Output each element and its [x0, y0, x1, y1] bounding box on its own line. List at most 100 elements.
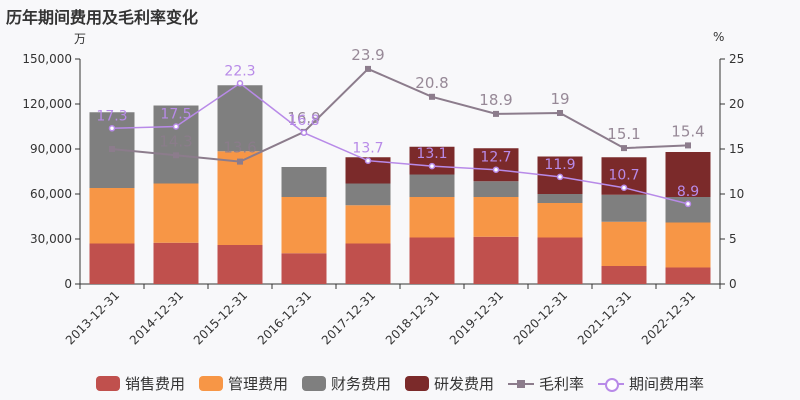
bar-3 — [601, 194, 647, 222]
left-axis-tick-label: 30,000 — [30, 232, 72, 246]
gross-margin-line — [111, 67, 689, 163]
expense-rate-point — [172, 123, 180, 130]
bar-1 — [89, 243, 135, 284]
right-axis-tick-label: 10 — [729, 187, 744, 201]
bar-2 — [537, 203, 583, 238]
expense-rate-point — [492, 166, 500, 173]
bar-1 — [345, 243, 391, 284]
x-axis-tick-label: 2016-12-31 — [255, 288, 314, 347]
expense-rate-data-label: 22.3 — [224, 63, 255, 79]
legend-marker — [405, 376, 429, 391]
right-axis-tick-label: 0 — [729, 277, 737, 291]
gross-margin-data-label: 14.3 — [159, 132, 192, 150]
bar-3 — [537, 194, 583, 203]
expense-rate-point — [300, 129, 308, 137]
left-axis-tick-label: 150,000 — [22, 52, 72, 66]
legend-label: 研发费用 — [434, 375, 495, 393]
legend-item[interactable]: 管理费用 — [198, 373, 288, 394]
gross-margin-data-label: 13.6 — [223, 139, 256, 157]
bar-1 — [537, 237, 583, 284]
legend-item[interactable]: 销售费用 — [95, 373, 185, 394]
x-axis-tick-label: 2018-12-31 — [383, 288, 442, 347]
left-axis-tick-label: 60,000 — [30, 187, 72, 201]
left-axis-tick-label: 90,000 — [30, 142, 72, 156]
legend-marker — [95, 376, 120, 391]
bar-1 — [665, 267, 711, 284]
expense-rate-data-label: 12.7 — [480, 150, 511, 166]
right-axis-tick-label: 15 — [729, 142, 744, 156]
legend-marker — [508, 376, 535, 392]
bar-1 — [281, 253, 327, 284]
left-axis-unit: 万 — [74, 32, 87, 46]
expense-rate-point — [108, 125, 116, 132]
x-axis-tick-label: 2021-12-31 — [575, 288, 634, 347]
legend-label: 财务费用 — [330, 375, 391, 393]
bar-2 — [601, 221, 647, 266]
expense-rate-data-label: 10.7 — [608, 168, 639, 184]
legend-label: 管理费用 — [227, 375, 288, 393]
gross-margin-point — [493, 110, 499, 117]
expense-rate-data-label: 16.8 — [288, 113, 319, 129]
expense-rate-point — [428, 162, 436, 170]
bar-3 — [473, 181, 519, 197]
gross-margin-data-label: 15.4 — [671, 122, 704, 140]
gross-margin-data-label: 16.9 — [287, 109, 320, 127]
gross-margin-data-label: 23.9 — [351, 46, 384, 64]
bar-4 — [665, 152, 711, 197]
x-axis-tick-label: 2017-12-31 — [319, 288, 378, 347]
right-axis-tick-label: 20 — [729, 97, 744, 111]
chart-legend: 销售费用 管理费用 财务费用 研发费用 毛利率 期间费用率 — [0, 373, 800, 394]
gross-margin-point — [621, 145, 627, 152]
bar-4 — [409, 146, 455, 175]
bar-3 — [153, 105, 199, 184]
left-axis-tick-label: 120,000 — [22, 97, 72, 111]
expense-rate-point — [556, 173, 564, 181]
legend-label: 期间费用率 — [629, 375, 705, 393]
expense-rate-point — [684, 200, 692, 208]
bar-3 — [281, 167, 327, 197]
bar-2 — [281, 197, 327, 254]
expense-rate-data-label: 13.1 — [416, 146, 447, 162]
x-axis-tick-label: 2015-12-31 — [191, 288, 250, 347]
legend-item[interactable]: 研发费用 — [405, 373, 494, 394]
bar-1 — [601, 266, 647, 284]
chart-title: 历年期间费用及毛利率变化 — [6, 8, 199, 27]
bar-3 — [217, 85, 263, 152]
bar-2 — [89, 188, 135, 244]
bar-3 — [409, 174, 455, 197]
legend-item[interactable]: 毛利率 — [508, 373, 584, 394]
bar-4 — [473, 148, 519, 182]
right-axis-tick-label: 5 — [729, 232, 737, 246]
legend-label: 毛利率 — [539, 375, 585, 393]
bar-2 — [217, 151, 263, 245]
expense-rate-data-label: 11.9 — [544, 157, 575, 173]
x-axis-tick-label: 2014-12-31 — [127, 288, 186, 347]
bar-1 — [217, 245, 263, 284]
expense-rate-point — [364, 157, 372, 164]
legend-marker — [301, 376, 326, 391]
legend-marker — [598, 376, 625, 392]
x-axis-tick-label: 2013-12-31 — [63, 288, 122, 347]
expense-rate-point — [620, 184, 628, 191]
left-axis-tick-label: 0 — [64, 277, 72, 291]
expense-rate-point — [236, 80, 244, 87]
right-axis-unit: % — [713, 30, 725, 44]
bar-2 — [409, 197, 455, 238]
gross-margin-data-label: 15.1 — [607, 125, 640, 143]
right-axis-tick-label: 25 — [729, 52, 744, 66]
expense-rate-line — [111, 82, 689, 205]
legend-label: 销售费用 — [124, 375, 185, 393]
gross-margin-point — [557, 110, 563, 116]
legend-item[interactable]: 财务费用 — [301, 373, 391, 394]
expense-rate-data-label: 8.9 — [677, 184, 699, 200]
legend-item[interactable]: 期间费用率 — [598, 373, 704, 394]
bar-2 — [153, 183, 199, 243]
gross-margin-data-label: 19 — [550, 90, 569, 108]
expense-rate-data-label: 17.5 — [160, 107, 191, 123]
gross-margin-point — [237, 158, 243, 165]
bar-2 — [473, 197, 519, 237]
bar-3 — [345, 183, 391, 206]
legend-marker — [198, 376, 223, 391]
expense-rate-data-label: 13.7 — [352, 141, 383, 157]
bar-2 — [345, 205, 391, 244]
